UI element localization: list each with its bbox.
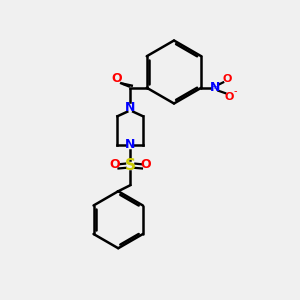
Text: +: + xyxy=(211,84,217,90)
Text: N: N xyxy=(125,101,135,114)
Text: N: N xyxy=(210,81,220,94)
Text: O: O xyxy=(111,72,122,85)
Text: S: S xyxy=(125,158,136,173)
Text: -: - xyxy=(233,86,237,96)
Text: O: O xyxy=(224,92,234,102)
Text: N: N xyxy=(125,138,135,151)
Text: O: O xyxy=(140,158,151,171)
Text: O: O xyxy=(109,158,120,171)
Text: O: O xyxy=(222,74,232,84)
